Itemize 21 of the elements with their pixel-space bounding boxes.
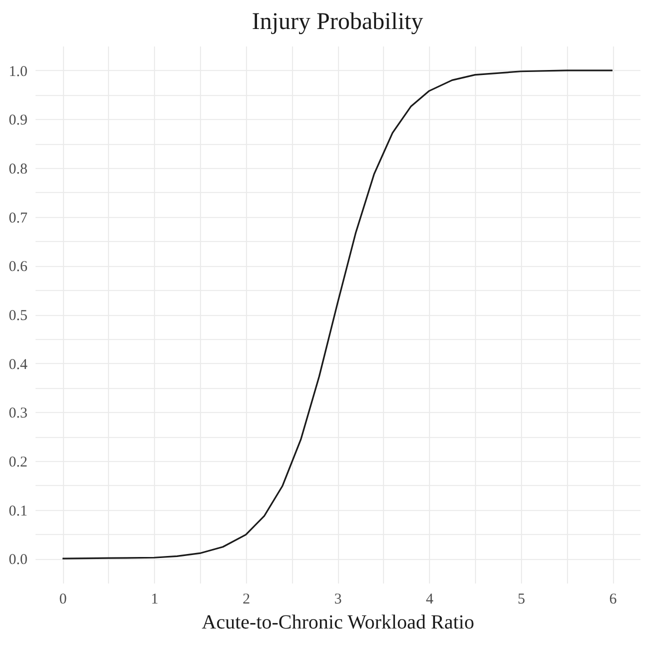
x-tick-label: 5: [518, 592, 526, 608]
x-tick-label: 0: [59, 592, 67, 608]
y-tick-label: 0.4: [8, 356, 28, 373]
x-tick-label: 1: [150, 592, 158, 608]
y-tick-label: 0.0: [8, 552, 28, 568]
y-tick-label: 0.7: [8, 210, 28, 226]
x-tick-label: 6: [609, 592, 618, 608]
chart-title: Injury Probability: [252, 9, 424, 35]
x-tick-label: 2: [242, 592, 250, 608]
x-tick-label: 4: [426, 592, 434, 608]
y-tick-label: 0.8: [8, 162, 28, 178]
y-tick-label: 0.2: [8, 454, 28, 470]
y-tick-label: 0.1: [8, 503, 28, 520]
y-tick-label: 0.9: [8, 112, 28, 129]
x-axis-title: Acute-to-Chronic Workload Ratio: [202, 612, 474, 634]
line-series: [62, 70, 614, 560]
y-tick-label: 1.0: [8, 64, 28, 80]
y-tick-label: 0.6: [8, 259, 28, 276]
y-tick-label: 0.5: [8, 308, 28, 324]
y-tick-label: 0.3: [8, 406, 28, 422]
x-tick-label: 3: [334, 592, 342, 608]
